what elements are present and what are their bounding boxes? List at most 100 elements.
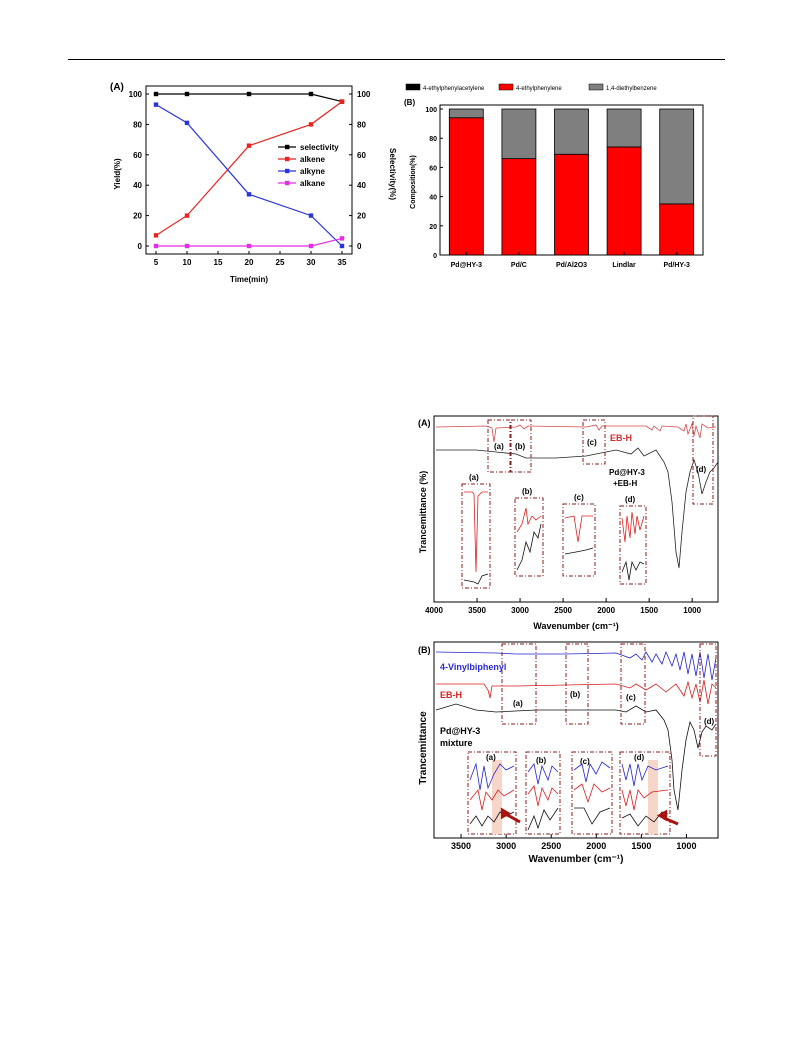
data-point [153,233,159,238]
y-tick-label: 40 [429,195,437,202]
y-tick-label-right: 100 [357,90,371,99]
y-tick-label-left: 20 [133,212,142,221]
inset-b-red [516,507,542,533]
legend-swatch [588,83,604,91]
x-tick-label: 2000 [597,606,615,615]
legend-label: alkyne [300,167,325,176]
inset-c-red [564,515,593,543]
inset-a-black [463,573,489,585]
series-selectivity [153,91,345,104]
inset-box-b [525,751,561,835]
y-tick-label-left: 100 [129,90,143,99]
inset-label-a: (a) [486,753,496,762]
y-axis-label: Composition(%) [410,155,417,209]
series-alkane [153,236,345,249]
y-axis-label-right: Selectivity(%) [388,148,397,200]
category-label: Pd/C [511,262,527,269]
inset-a-red [469,789,515,811]
spectrum-pd-hy3-eb-h [436,447,719,569]
x-tick-label: 3500 [468,606,486,615]
inset-c-blue [573,761,611,783]
category-label: Pd/HY-3 [663,262,690,269]
x-axis-label: Wavenumber (cm⁻¹) [533,621,618,631]
y-tick-label: 20 [429,224,437,231]
region-label-b: (b) [570,690,581,699]
inset-d-blue [621,763,669,787]
y-tick-label-left: 40 [133,181,142,190]
composition-stacked-bar-chart: (B) 4-ethylphenylacetylene 4-ethylphenyle… [404,83,704,269]
inset-label-d: (d) [625,495,636,504]
x-tick-label: 5 [154,258,159,267]
data-point [246,243,252,249]
region-label-d: (d) [696,465,707,474]
y-tick-label-right: 60 [357,151,366,160]
x-tick-label: 3000 [496,841,516,851]
label-pd-hy3: Pd@HY-3 [440,726,480,736]
x-tick-label: 30 [307,258,316,267]
data-point [339,99,345,104]
label-eb-h: EB-H [610,433,632,443]
region-box-c [620,643,646,725]
y-tick-label-right: 0 [357,242,362,251]
arrow-d-head [656,809,668,822]
bar-segment [659,203,695,256]
label-mixture: mixture [440,738,473,748]
series-alkyne [153,102,345,249]
legend-label: selectivity [300,143,339,152]
label-4-vinylbiphenyl: 4-Vinylbiphenyl [440,662,506,672]
data-point [308,213,314,218]
y-tick-label: 100 [425,107,437,114]
inset-a-highlight [492,760,502,834]
region-box-c [582,419,606,465]
inset-box-d [619,751,671,835]
legend-label: 4-ethylphenylene [516,86,562,92]
inset-a-red [464,491,488,573]
x-tick-label: 4000 [425,606,443,615]
region-label-c: (c) [587,438,597,447]
x-tick-label: 1500 [640,606,658,615]
legend-swatch [405,83,421,91]
y-tick-label-right: 80 [357,120,366,129]
plot-frame [433,641,719,839]
yield-time-line-chart: (A) Yield(%) Selectivity(%) Time(min) 5 1… [110,82,397,284]
arrow-a-head [500,807,512,820]
region-box-a [501,643,537,725]
y-axis-label: Trancemittance (%) [418,471,428,554]
data-point [246,192,252,197]
region-label-b: (b) [515,442,526,451]
x-axis-label: Wavenumber (cm⁻¹) [529,854,624,865]
inset-label-b: (b) [522,487,533,496]
legend-marker [285,144,290,150]
inset-c-black [564,547,594,555]
y-tick-label: 0 [433,253,437,260]
region-label-a: (a) [494,442,504,451]
x-tick-label: 1000 [676,841,696,851]
data-point [246,91,252,97]
series-alkene [153,99,345,238]
x-tick-label: 10 [183,258,192,267]
region-label-a: (a) [513,699,523,708]
inset-label-b: (b) [536,756,547,765]
x-tick-label: 2500 [554,606,572,615]
data-point [153,243,159,249]
inset-d-highlight [648,760,658,834]
x-tick-label: 20 [245,258,254,267]
bar-segment [554,108,589,155]
x-tick-label: 2000 [586,841,606,851]
y-tick-label: 60 [429,165,437,172]
label-eb-h: EB-H [440,690,462,700]
legend-label: 4-ethylphenylacetylene [423,86,485,92]
data-point [308,91,314,97]
inset-box-c [571,751,613,835]
spectrum-pd-hy3-mixture [435,703,717,811]
inset-box-c [562,503,596,577]
data-point [153,102,159,107]
x-tick-label: 15 [214,258,223,267]
inset-box-d [619,505,647,585]
page-header-rule [68,59,725,60]
y-tick-label-right: 20 [357,212,366,221]
data-point [184,243,190,249]
panel-label: (B) [418,645,431,655]
plot-frame [433,415,719,603]
panel-label: (B) [404,98,415,107]
